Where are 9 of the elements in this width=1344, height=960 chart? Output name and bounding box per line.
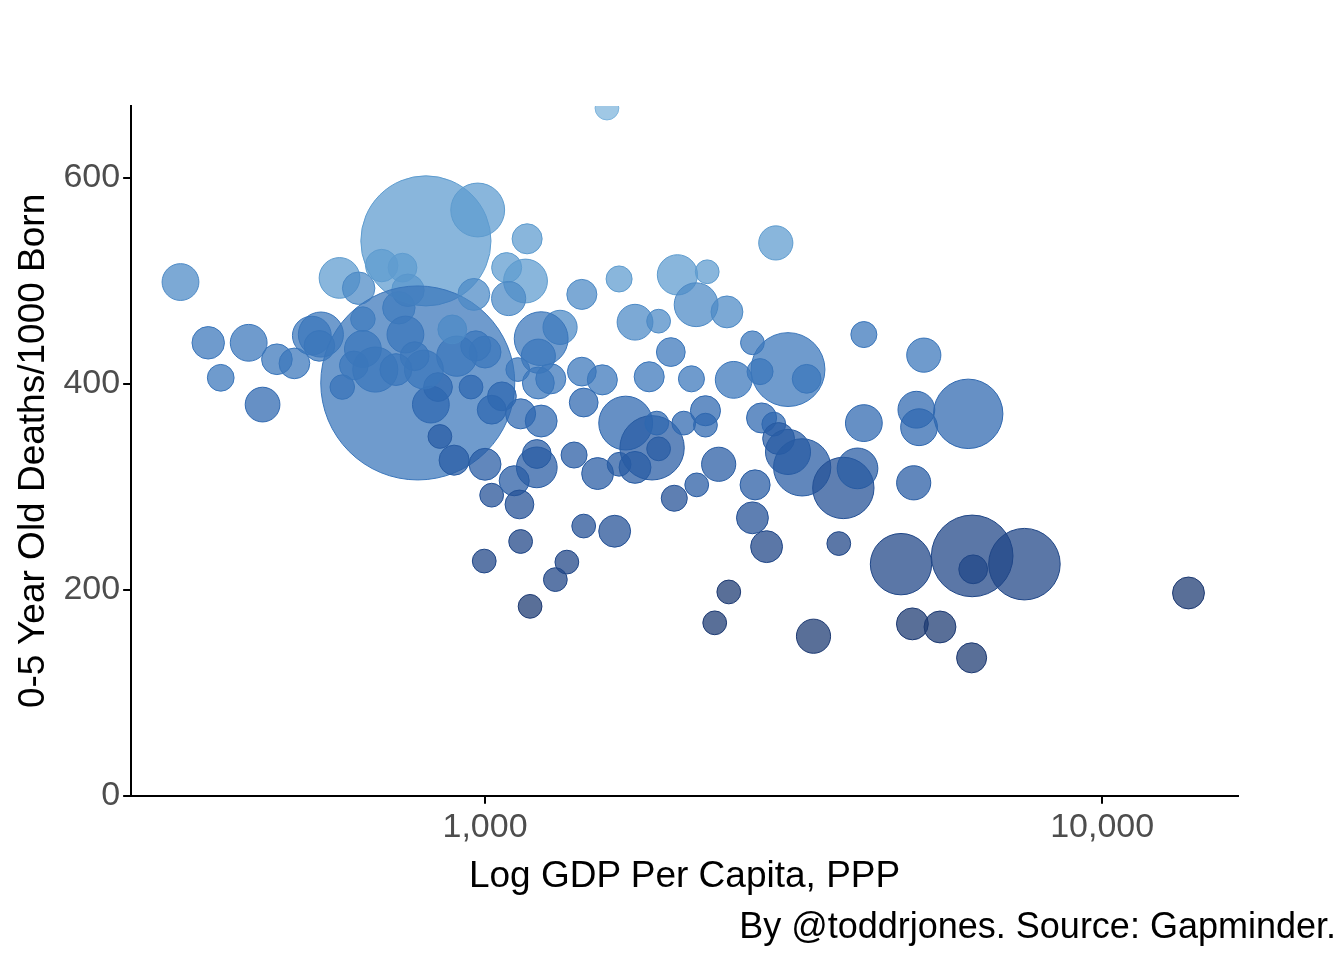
text: By @toddrjones. Source: Gapminder.: [738, 905, 1336, 947]
y-tick-label: 600: [63, 156, 121, 195]
x-tick-label: 10,000: [1050, 805, 1155, 844]
y-tick-label: 400: [63, 362, 121, 401]
y-axis-title: 0-5 Year Old Deaths/1000 Born: [11, 193, 53, 709]
y-tick-label: 200: [63, 568, 121, 607]
y-tick-label: 0: [101, 774, 121, 813]
x-tick-label: 1,000: [442, 805, 528, 844]
x-axis-title: Log GDP Per Capita, PPP: [468, 854, 901, 895]
